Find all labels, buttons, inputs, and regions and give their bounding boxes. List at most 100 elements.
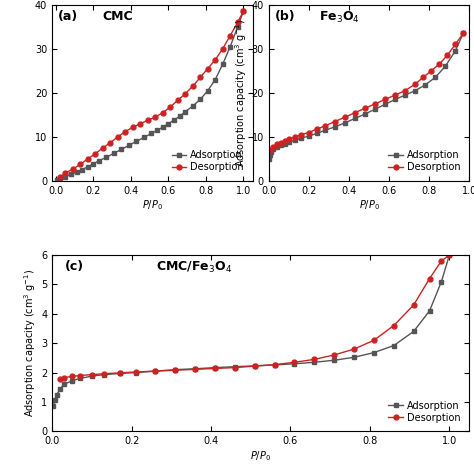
Line: Adsorption: Adsorption xyxy=(266,31,465,162)
Adsorption xyxy=(177,113,182,119)
Desorption xyxy=(117,370,122,376)
Adsorption xyxy=(270,146,275,152)
Adsorption xyxy=(232,364,238,370)
Adsorption xyxy=(192,366,198,372)
Adsorption xyxy=(422,82,428,88)
Desorption xyxy=(411,302,417,308)
Adsorption xyxy=(141,135,147,140)
Adsorption xyxy=(272,362,277,368)
Desorption xyxy=(278,140,283,146)
Text: CMC: CMC xyxy=(102,10,133,23)
Adsorption xyxy=(77,375,83,381)
Desorption xyxy=(70,166,75,172)
Desorption xyxy=(240,9,246,14)
Desorption xyxy=(306,130,312,136)
Desorption xyxy=(145,118,151,123)
Desorption xyxy=(130,124,136,130)
Desorption xyxy=(391,323,397,328)
Desorption xyxy=(235,19,240,25)
Desorption xyxy=(452,42,458,47)
Desorption xyxy=(428,68,434,73)
Adsorption xyxy=(212,365,218,370)
Text: Fe$_3$O$_4$: Fe$_3$O$_4$ xyxy=(319,10,360,25)
Y-axis label: Adsorption capacity (cm$^3$ g$^{-1}$): Adsorption capacity (cm$^3$ g$^{-1}$) xyxy=(233,19,249,167)
Desorption xyxy=(108,140,113,146)
Legend: Adsorption, Desorption: Adsorption, Desorption xyxy=(384,146,465,176)
Adsorption xyxy=(228,44,233,49)
Desorption xyxy=(197,74,203,80)
Adsorption xyxy=(54,177,60,182)
Adsorption xyxy=(205,88,210,93)
Adsorption xyxy=(352,116,358,121)
Text: (c): (c) xyxy=(64,260,84,273)
Desorption xyxy=(100,145,106,151)
Desorption xyxy=(292,134,298,140)
Adsorption xyxy=(266,156,272,162)
Adsorption xyxy=(85,164,91,170)
Line: Desorption: Desorption xyxy=(267,31,465,153)
Adsorption xyxy=(63,174,68,180)
Adsorption xyxy=(190,103,196,109)
Desorption xyxy=(57,376,63,382)
Adsorption xyxy=(235,24,240,29)
Adsorption xyxy=(351,355,357,360)
Desorption xyxy=(228,33,233,38)
Text: (b): (b) xyxy=(275,10,295,23)
Adsorption xyxy=(182,109,188,115)
Adsorption xyxy=(438,279,444,284)
Adsorption xyxy=(412,88,418,93)
Desorption xyxy=(270,144,275,149)
Desorption xyxy=(292,359,297,365)
Adsorption xyxy=(447,252,452,258)
Desorption xyxy=(63,170,68,176)
Desorption xyxy=(314,126,319,132)
Desorption xyxy=(282,138,288,144)
Desorption xyxy=(61,375,67,381)
Adsorption xyxy=(292,137,298,143)
Desorption xyxy=(133,369,138,375)
Adsorption xyxy=(362,111,368,117)
Adsorption xyxy=(197,97,203,102)
Adsorption xyxy=(322,128,328,133)
Desorption xyxy=(101,371,107,377)
Adsorption xyxy=(73,169,79,175)
Desorption xyxy=(152,114,158,120)
Adsorption xyxy=(391,343,397,348)
Adsorption xyxy=(392,97,398,102)
Line: Adsorption: Adsorption xyxy=(55,9,246,182)
Adsorption xyxy=(442,64,448,69)
Adsorption xyxy=(79,167,85,173)
Desorption xyxy=(331,352,337,358)
Desorption xyxy=(427,276,432,282)
Desorption xyxy=(460,30,466,36)
Adsorption xyxy=(89,373,95,379)
Desorption xyxy=(69,374,75,379)
Desorption xyxy=(232,365,238,370)
Adsorption xyxy=(173,367,178,373)
Adsorption xyxy=(118,146,124,152)
Legend: Adsorption, Desorption: Adsorption, Desorption xyxy=(168,146,248,176)
Desorption xyxy=(444,53,450,58)
Adsorption xyxy=(460,30,466,36)
Desorption xyxy=(205,66,210,72)
Adsorption xyxy=(452,48,458,54)
Line: Desorption: Desorption xyxy=(58,253,452,382)
Adsorption xyxy=(372,106,378,112)
Adsorption xyxy=(278,142,283,148)
Adsorption xyxy=(133,370,138,375)
Desorption xyxy=(115,134,120,140)
Adsorption xyxy=(69,378,75,383)
Desorption xyxy=(332,118,338,124)
Adsorption xyxy=(68,172,74,177)
Desorption xyxy=(352,110,358,116)
Desorption xyxy=(153,368,158,374)
Desorption xyxy=(342,114,348,120)
Desorption xyxy=(286,137,292,142)
Desorption xyxy=(412,81,418,87)
Adsorption xyxy=(57,386,63,392)
Adsorption xyxy=(212,77,218,82)
Adsorption xyxy=(134,138,139,144)
Desorption xyxy=(311,356,317,362)
Adsorption xyxy=(154,128,160,133)
Adsorption xyxy=(311,359,317,365)
